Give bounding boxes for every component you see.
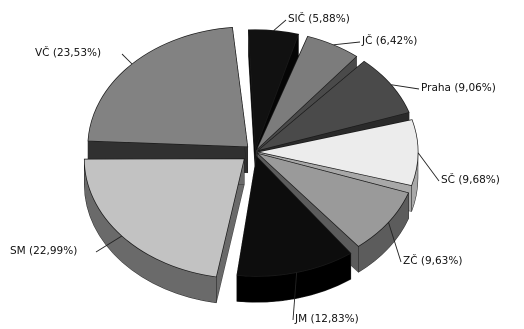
slice-label-slč: SlČ (5,88%) [288, 12, 350, 25]
leader-line-zč [388, 222, 402, 263]
pie-slice-vč [87, 27, 249, 148]
slice-labels: SlČ (5,88%) JČ (6,42%) Praha (9,06%) SČ (9,… [10, 12, 500, 325]
leader-line-sm [95, 235, 123, 253]
slice-label-vč: VČ (23,53%) [35, 46, 101, 59]
leader-line-jm [292, 272, 298, 321]
slice-label-jm: JM (12,83%) [294, 313, 359, 325]
leader-line-praha [390, 84, 420, 90]
pie-slice-sm [83, 158, 245, 278]
pie-slice-jč [256, 35, 358, 151]
leader-line-jč [333, 41, 361, 46]
pie-slice-zč [257, 152, 410, 247]
slice-label-praha: Praha (9,06%) [421, 82, 496, 94]
pie-slice-tops [83, 27, 419, 278]
leader-line-sč [417, 152, 440, 182]
pie-slice-slč [247, 29, 300, 150]
slice-label-sm: SM (22,99%) [10, 245, 77, 257]
slice-label-jč: JČ (6,42%) [361, 34, 417, 47]
leader-line-slč [273, 19, 287, 31]
pie-slice-sč [257, 119, 419, 186]
label-leader-lines [95, 19, 440, 321]
leader-line-vč [121, 53, 133, 65]
slice-label-sč: SČ (9,68%) [441, 173, 500, 186]
slice-label-zč: ZČ (9,63%) [403, 254, 462, 267]
